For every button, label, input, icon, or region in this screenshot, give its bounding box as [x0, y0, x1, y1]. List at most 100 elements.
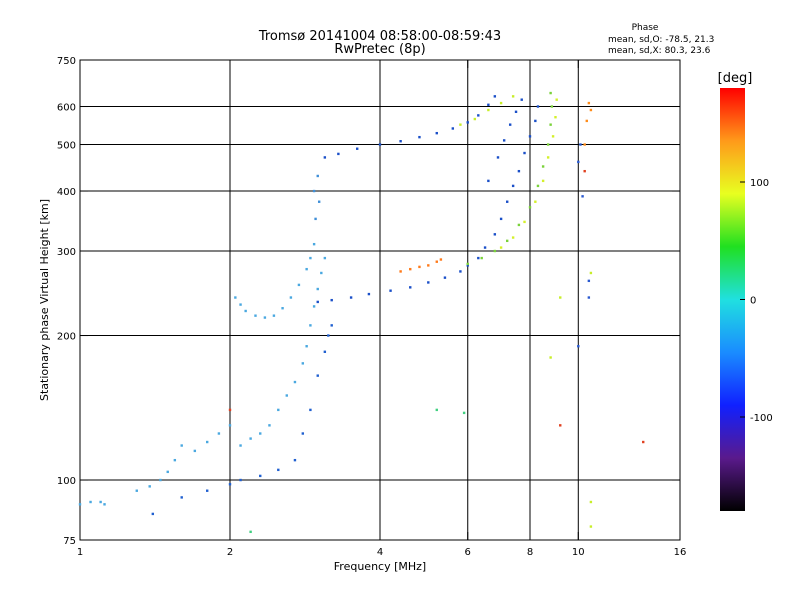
data-point — [581, 195, 584, 198]
data-point — [514, 110, 518, 113]
data-point — [309, 256, 312, 260]
data-point — [180, 496, 183, 499]
data-point — [493, 95, 497, 98]
data-point — [496, 156, 500, 159]
data-point — [418, 265, 421, 269]
data-point — [435, 131, 438, 135]
data-point — [499, 101, 503, 105]
data-point — [427, 264, 430, 267]
data-point — [259, 432, 262, 435]
data-point — [418, 135, 421, 139]
data-point — [148, 485, 151, 488]
data-point — [301, 362, 305, 365]
x-tick-label: 8 — [527, 547, 533, 558]
data-point — [589, 500, 593, 504]
data-point — [499, 246, 503, 249]
data-point — [487, 179, 490, 183]
y-axis-label: Stationary phase Virtual Height [km] — [38, 199, 51, 401]
data-point — [330, 324, 333, 327]
data-point — [536, 105, 540, 108]
data-point — [502, 139, 506, 142]
data-point — [349, 296, 353, 299]
data-point — [263, 316, 267, 319]
data-point — [487, 103, 490, 106]
data-point — [281, 307, 284, 310]
data-point — [523, 220, 526, 224]
data-point — [549, 91, 552, 95]
data-point — [528, 206, 532, 209]
data-point — [330, 298, 333, 302]
data-point — [309, 324, 312, 327]
data-point — [541, 179, 545, 183]
data-point — [534, 119, 537, 123]
data-point — [327, 334, 330, 337]
data-point — [259, 474, 262, 478]
data-point — [268, 424, 271, 427]
data-point — [589, 108, 593, 112]
data-point — [389, 289, 392, 292]
y-tick-label: 750 — [57, 56, 76, 67]
data-point — [239, 478, 242, 482]
data-point — [355, 147, 359, 150]
data-point — [466, 262, 469, 266]
data-point — [151, 512, 155, 516]
y-tick-label: 75 — [63, 536, 76, 547]
data-point — [534, 200, 537, 203]
data-point — [477, 256, 480, 260]
data-point — [427, 281, 430, 284]
data-point — [314, 217, 317, 221]
x-tick-label: 1 — [77, 547, 83, 558]
data-point — [272, 314, 276, 317]
data-point — [466, 121, 469, 124]
data-point — [205, 489, 209, 492]
x-axis-label: Frequency [MHz] — [334, 560, 426, 573]
data-point — [228, 424, 232, 427]
data-point — [297, 283, 301, 287]
data-point — [409, 286, 412, 289]
data-point — [480, 256, 483, 260]
data-point — [228, 408, 232, 412]
data-point — [528, 135, 532, 138]
data-point — [323, 156, 327, 159]
data-point — [309, 408, 312, 412]
y-tick-label: 100 — [57, 476, 76, 487]
data-point — [517, 169, 521, 173]
data-point — [459, 270, 462, 273]
y-tick-label: 500 — [57, 141, 76, 152]
colorbar-label: [deg] — [718, 71, 753, 86]
chart-title: Tromsø 20141004 08:58:00-08:59:43 — [258, 29, 501, 44]
data-point — [473, 117, 477, 121]
data-point — [511, 95, 515, 98]
data-point — [549, 356, 552, 359]
data-point — [462, 411, 466, 415]
data-point — [193, 449, 197, 453]
x-tick-label: 16 — [674, 547, 687, 558]
data-point — [399, 140, 402, 143]
data-point — [316, 374, 319, 377]
data-point — [323, 256, 327, 260]
data-point — [551, 135, 555, 138]
data-point — [249, 530, 252, 534]
data-point — [285, 394, 288, 397]
data-point — [316, 174, 319, 178]
data-point — [78, 503, 82, 506]
data-point — [554, 116, 557, 119]
colorbar-tick-label: 0 — [750, 296, 756, 307]
data-point — [173, 458, 177, 462]
colorbar-tick-label: 100 — [750, 178, 769, 189]
data-point — [550, 105, 554, 108]
data-point — [505, 239, 509, 243]
data-point — [289, 296, 293, 299]
data-point — [217, 432, 221, 435]
data-point — [293, 380, 297, 384]
x-tick-label: 2 — [227, 547, 233, 558]
data-point — [541, 165, 545, 168]
data-point — [89, 500, 92, 504]
data-point — [439, 258, 443, 261]
data-point — [312, 305, 316, 308]
data-point — [205, 440, 209, 444]
data-points — [78, 91, 645, 534]
stats-x: mean, sd,X: 80.3, 23.6 — [608, 46, 711, 56]
data-point — [642, 440, 645, 444]
data-point — [511, 236, 515, 239]
